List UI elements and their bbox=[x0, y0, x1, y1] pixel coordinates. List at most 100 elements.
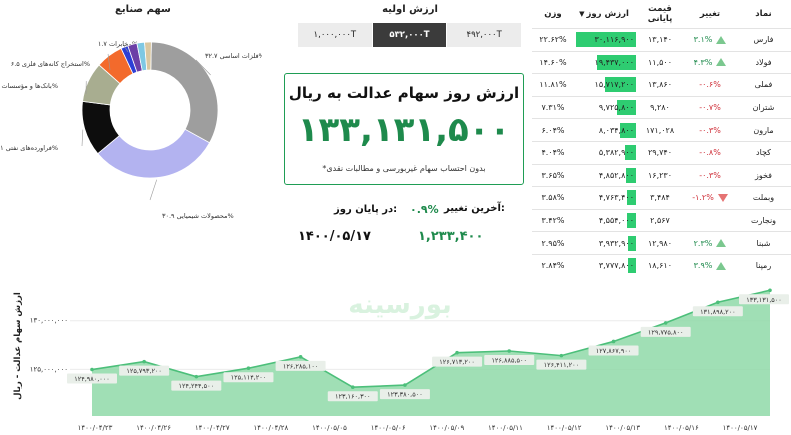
data-point[interactable] bbox=[559, 353, 564, 358]
donut-leader-line bbox=[107, 53, 111, 71]
table-row[interactable]: ۱۴.۶۰% ۱۹,۴۳۷,۰۰۰ ۱۱,۵۰۰ ۴.۳% فولاد bbox=[532, 50, 791, 74]
cell-value-text: ۳,۷۷۷,۸۰۰ bbox=[598, 261, 634, 271]
table-row[interactable]: ۴.۰۴% ۵,۳۸۲,۹۰۰ ۲۹,۷۴۰ -۰.۸% کچاد bbox=[532, 140, 791, 164]
cell-value: ۳,۹۳۲,۹۰۰ bbox=[574, 235, 636, 251]
cell-change: ۳.۱% bbox=[684, 35, 736, 44]
x-tick-label: ۱۴۰۰/۰۵/۰۹ bbox=[429, 424, 464, 432]
value-bar bbox=[597, 54, 636, 70]
table-row[interactable]: ۲.۸۴% ۳,۷۷۷,۸۰۰ ۱۸,۶۱۰ ۳.۹% رمپنا bbox=[532, 253, 791, 277]
value-bar bbox=[626, 167, 636, 183]
cell-change-text: ۳.۱% bbox=[693, 35, 713, 45]
table-row[interactable]: ۷.۳۱% ۹,۷۲۵,۸۰۰ ۹,۲۸۰ -۰.۷% شتران bbox=[532, 95, 791, 119]
value-bar bbox=[625, 145, 636, 161]
data-point[interactable] bbox=[663, 321, 668, 325]
cell-change-text: ۲.۳% bbox=[693, 238, 713, 248]
data-label: ۱۲۴,۲۴۴,۵۰۰ bbox=[179, 382, 215, 390]
cell-weight: ۶.۰۴% bbox=[541, 125, 565, 135]
data-point[interactable] bbox=[768, 288, 772, 293]
cell-change: -۱.۲% bbox=[684, 193, 736, 202]
cell-symbol[interactable]: کچاد bbox=[756, 148, 771, 158]
data-label-box bbox=[119, 365, 170, 376]
cell-weight: ۷.۳۱% bbox=[541, 103, 565, 113]
cell-weight: ۲.۸۴% bbox=[541, 261, 565, 271]
cell-symbol[interactable]: شبنا bbox=[756, 238, 771, 248]
cell-symbol[interactable]: وبملت bbox=[752, 193, 775, 203]
cell-change-text: -۰.۷% bbox=[699, 103, 721, 113]
cell-weight: ۳.۵۸% bbox=[541, 193, 565, 203]
donut-slice-label: مخابرات ۱.۷% bbox=[98, 40, 138, 48]
donut-slice[interactable] bbox=[97, 128, 211, 179]
data-point[interactable] bbox=[298, 355, 303, 359]
data-point[interactable] bbox=[246, 366, 251, 371]
value-bar bbox=[628, 235, 636, 251]
table-row[interactable]: ۲.۹۵% ۳,۹۳۲,۹۰۰ ۱۲,۹۸۰ ۲.۳% شبنا bbox=[532, 231, 791, 254]
initial-option-1000000[interactable]: ۱,۰۰۰,۰۰۰T bbox=[298, 23, 373, 47]
daily-value-number: ۱۳۳,۱۳۱,۵۰۰ bbox=[297, 110, 511, 150]
value-bar bbox=[627, 213, 636, 229]
x-tick-label: ۱۴۰۰/۰۵/۱۷ bbox=[723, 424, 758, 432]
cell-symbol[interactable]: فملی bbox=[754, 80, 773, 90]
donut-slice-label: بانک‌ها و مؤسسات ۹.۵% bbox=[0, 82, 58, 90]
table-row[interactable]: ۳.۵۸% ۴,۷۶۳,۴۰۰ ۳,۴۸۴ -۱.۲% وبملت bbox=[532, 186, 791, 209]
data-label: ۱۲۳,۳۸۰,۵۰۰ bbox=[387, 391, 423, 399]
initial-option-492000[interactable]: ۴۹۲,۰۰۰T bbox=[447, 23, 523, 47]
cell-change: -۰.۷% bbox=[684, 103, 736, 112]
header-value[interactable]: ▼ ارزش روز bbox=[574, 7, 636, 22]
cell-value: ۵,۳۸۲,۹۰۰ bbox=[574, 145, 636, 161]
table-row[interactable]: ۱۱.۸۱% ۱۵,۷۱۷,۲۰۰ ۱۳,۸۶۰ -۰.۶% فملی bbox=[532, 73, 791, 96]
header-symbol[interactable]: نماد bbox=[755, 9, 772, 19]
data-label-box bbox=[739, 294, 789, 305]
table-row[interactable]: ۳.۶۵% ۴,۸۵۲,۸۰۰ ۱۶,۲۳۰ -۰.۳% فخوز bbox=[532, 163, 791, 187]
cell-symbol[interactable]: فارس bbox=[753, 35, 774, 45]
holdings-table: وزن ▼ ارزش روز قیمت پایانی تغییر نماد ۲۲… bbox=[532, 0, 791, 277]
table-row[interactable]: ۳.۴۲% ۴,۵۵۴,۰۰۰ ۲,۵۶۷ ونجارت bbox=[532, 208, 791, 232]
data-point[interactable] bbox=[716, 300, 720, 305]
initial-option-532000[interactable]: ۵۳۲,۰۰۰T bbox=[372, 23, 448, 47]
cell-symbol[interactable]: فولاد bbox=[755, 57, 772, 67]
cell-symbol[interactable]: رمپنا bbox=[755, 261, 772, 271]
data-point[interactable] bbox=[350, 385, 355, 390]
sector-share-panel: سهم صنایع فلزات اساسی ۳۲.۷% محصولات شیمیا… bbox=[0, 0, 262, 230]
header-price[interactable]: قیمت پایانی bbox=[647, 4, 673, 24]
data-point[interactable] bbox=[194, 374, 199, 379]
cell-weight: ۲۲.۶۲% bbox=[539, 35, 567, 45]
donut-slice[interactable] bbox=[144, 41, 152, 71]
data-point[interactable] bbox=[455, 350, 459, 355]
value-bar bbox=[620, 122, 636, 138]
donut-slice-label: استخراج کانه‌های فلزی ۶.۵% bbox=[11, 60, 90, 68]
option-label: ۴۹۲,۰۰۰T bbox=[466, 30, 502, 40]
data-label: ۱۲۶,۴۱۱,۲۰۰ bbox=[544, 361, 580, 369]
daily-value-box: ارزش روز سهام عدالت به ریال ۱۳۳,۱۳۱,۵۰۰ … bbox=[284, 73, 524, 185]
data-point[interactable] bbox=[142, 359, 146, 364]
x-tick-label: ۱۴۰۰/۰۴/۲۳ bbox=[78, 424, 113, 432]
header-change[interactable]: تغییر bbox=[699, 9, 721, 19]
cell-change: -۰.۳% bbox=[684, 171, 736, 180]
cell-value-text: ۴,۷۶۳,۴۰۰ bbox=[598, 193, 634, 203]
data-point[interactable] bbox=[403, 383, 407, 387]
data-point[interactable] bbox=[611, 339, 616, 344]
cell-value-text: ۴,۸۵۲,۸۰۰ bbox=[598, 170, 634, 180]
header-weight[interactable]: وزن bbox=[544, 9, 562, 19]
cell-price: ۱۱,۵۰۰ bbox=[647, 57, 673, 67]
cell-change-text: -۱.۲% bbox=[692, 193, 714, 203]
series-line bbox=[91, 289, 771, 389]
donut-slice[interactable] bbox=[150, 41, 219, 144]
data-point[interactable] bbox=[90, 367, 94, 372]
y-axis-label: ارزش سهام عدالت - ریال bbox=[13, 292, 23, 400]
data-point[interactable] bbox=[507, 349, 512, 353]
table-row[interactable]: ۶.۰۴% ۸,۰۳۴,۸۰۰ ۱۷۱,۰۲۸ -۰.۳% مارون bbox=[532, 118, 791, 141]
table-row[interactable]: ۲۲.۶۲% ۳۰,۱۱۶,۹۰۰ ۱۳,۱۴۰ ۳.۱% فارس bbox=[532, 28, 791, 51]
donut-leader-line bbox=[149, 179, 158, 201]
cell-price: ۱۳,۸۶۰ bbox=[647, 80, 673, 90]
x-tick-label: ۱۴۰۰/۰۴/۲۷ bbox=[195, 424, 230, 432]
cell-value: ۳۰,۱۱۶,۹۰۰ bbox=[574, 32, 636, 48]
cell-change-text: -۰.۶% bbox=[699, 80, 721, 90]
up-arrow-icon bbox=[716, 239, 727, 248]
cell-symbol[interactable]: شتران bbox=[752, 103, 775, 113]
data-label-box bbox=[275, 360, 326, 371]
cell-symbol[interactable]: ونجارت bbox=[750, 216, 777, 226]
data-label: ۱۲۴,۹۸۰,۰۰۰ bbox=[74, 375, 110, 383]
last-change-value: ۱,۲۳۳,۴۰۰ bbox=[418, 229, 484, 244]
cell-symbol[interactable]: فخوز bbox=[755, 170, 772, 180]
cell-symbol[interactable]: مارون bbox=[753, 125, 774, 135]
